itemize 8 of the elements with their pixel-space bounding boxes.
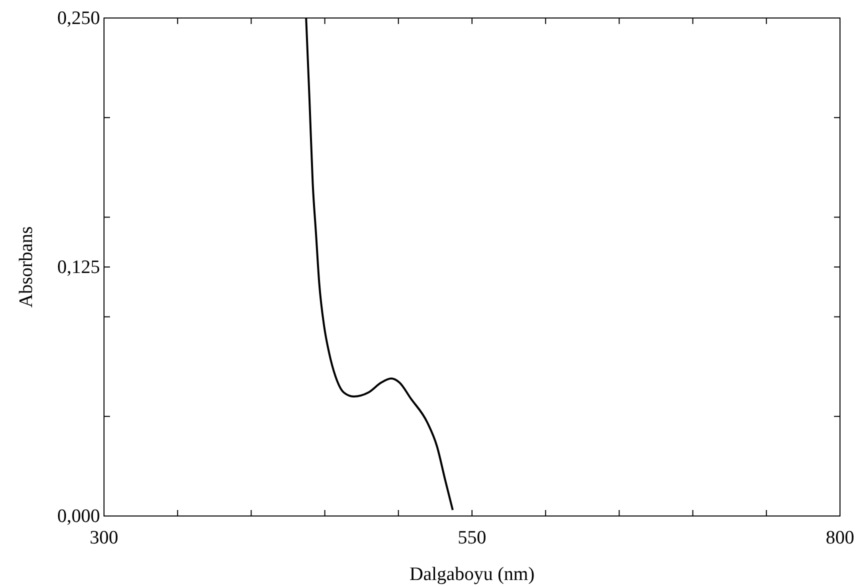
y-tick-label: 0,250 [57,8,100,30]
x-tick-label: 800 [826,527,854,548]
x-tick-label: 550 [458,527,486,548]
y-tick-label: 0,000 [57,506,100,528]
x-axis-title: Dalgaboyu (nm) [409,564,535,585]
y-tick-label: 0,125 [57,257,100,278]
y-axis-title: Absorbans [16,226,37,308]
x-tick-label: 300 [90,527,118,548]
